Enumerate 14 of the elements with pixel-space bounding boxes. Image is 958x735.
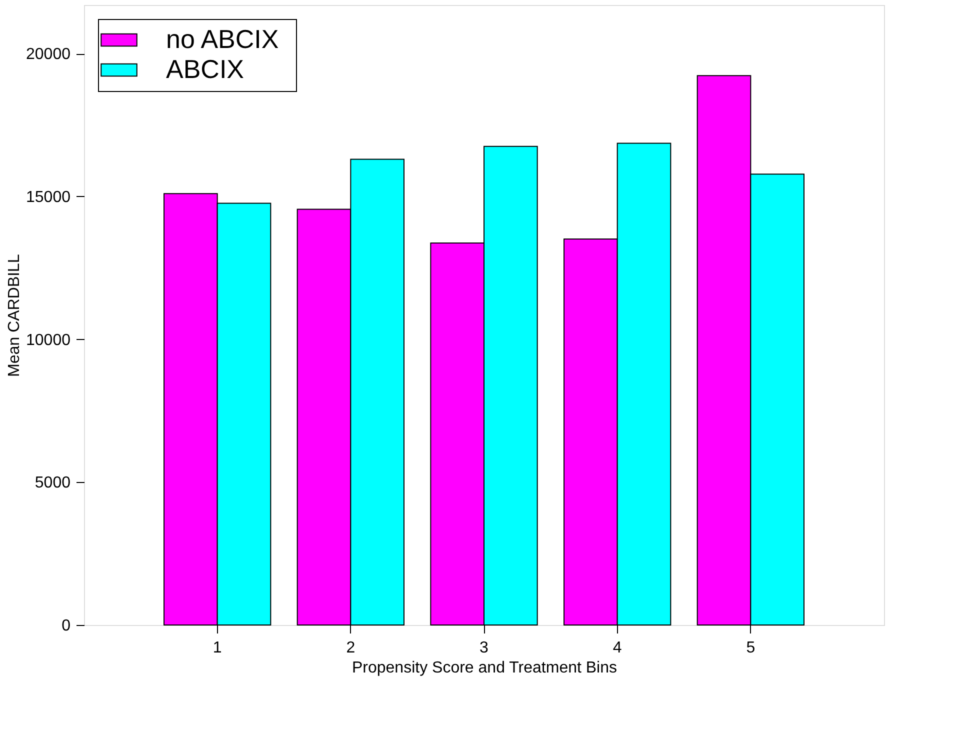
x-tick-label: 2 bbox=[346, 640, 356, 656]
y-tick-label: 0 bbox=[62, 618, 71, 634]
y-axis-title: Mean CARDBILL bbox=[6, 254, 24, 377]
x-tick-label: 4 bbox=[612, 640, 622, 656]
x-tick-label: 3 bbox=[480, 640, 489, 656]
x-axis-title: Propensity Score and Treatment Bins bbox=[352, 660, 618, 676]
y-tick-label: 10000 bbox=[26, 332, 71, 349]
y-tick-label: 20000 bbox=[26, 46, 71, 64]
y-tick-label: 5000 bbox=[34, 474, 71, 492]
x-tick-label: 1 bbox=[212, 640, 222, 656]
legend-label: ABCIX bbox=[166, 54, 244, 84]
x-tick-label: 5 bbox=[746, 640, 756, 656]
y-tick-label: 15000 bbox=[26, 188, 71, 206]
legend-label: no ABCIX bbox=[166, 24, 279, 54]
